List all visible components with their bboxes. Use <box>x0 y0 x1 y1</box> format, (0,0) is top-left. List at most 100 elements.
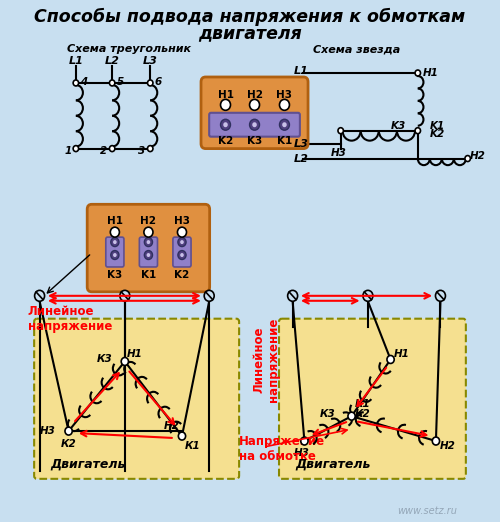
Text: Н2: Н2 <box>164 421 180 431</box>
Text: L1: L1 <box>68 56 84 66</box>
Circle shape <box>65 427 72 435</box>
Text: H1: H1 <box>107 216 123 226</box>
Circle shape <box>178 432 186 440</box>
Circle shape <box>250 99 260 110</box>
Circle shape <box>73 80 78 86</box>
FancyBboxPatch shape <box>279 319 466 479</box>
Circle shape <box>113 240 116 244</box>
Circle shape <box>415 70 420 76</box>
Circle shape <box>250 119 260 130</box>
Text: H3: H3 <box>174 216 190 226</box>
Text: Н1: Н1 <box>126 349 142 359</box>
Circle shape <box>280 99 289 110</box>
Text: H1: H1 <box>218 90 234 100</box>
Circle shape <box>120 290 130 301</box>
Circle shape <box>301 437 308 445</box>
Text: 4: 4 <box>80 77 87 87</box>
Circle shape <box>363 290 373 301</box>
Text: K1: K1 <box>430 121 445 130</box>
Circle shape <box>387 355 394 363</box>
Circle shape <box>110 146 115 151</box>
Text: К1: К1 <box>184 441 200 451</box>
Text: K3: K3 <box>390 121 406 130</box>
Text: Двигатель: Двигатель <box>50 457 126 470</box>
Text: К2: К2 <box>60 439 76 449</box>
Text: H1: H1 <box>394 350 410 360</box>
Text: K2: K2 <box>218 136 233 146</box>
Circle shape <box>288 290 298 301</box>
Circle shape <box>252 122 257 127</box>
Text: H2: H2 <box>140 216 156 226</box>
Circle shape <box>180 253 184 257</box>
Text: 5: 5 <box>116 77 124 87</box>
Circle shape <box>415 128 420 134</box>
Text: L3: L3 <box>294 139 308 149</box>
Circle shape <box>111 238 119 246</box>
Text: двигателя: двигателя <box>198 24 302 42</box>
Circle shape <box>432 437 440 445</box>
Circle shape <box>113 253 116 257</box>
Circle shape <box>204 290 214 301</box>
FancyBboxPatch shape <box>173 237 191 267</box>
Circle shape <box>111 251 119 259</box>
Circle shape <box>144 227 153 237</box>
Text: H1: H1 <box>422 68 438 78</box>
Circle shape <box>148 80 153 86</box>
Text: 3: 3 <box>138 146 145 156</box>
FancyBboxPatch shape <box>140 237 158 267</box>
Circle shape <box>338 128 344 134</box>
Text: www.setz.ru: www.setz.ru <box>397 506 457 516</box>
Circle shape <box>34 290 44 301</box>
Circle shape <box>220 99 230 110</box>
Text: К3: К3 <box>320 409 336 419</box>
Circle shape <box>178 227 186 237</box>
FancyBboxPatch shape <box>201 77 308 149</box>
Text: Схема звезда: Схема звезда <box>314 44 400 54</box>
Text: 1: 1 <box>64 146 72 156</box>
Circle shape <box>146 253 150 257</box>
Text: H2: H2 <box>246 90 262 100</box>
Circle shape <box>178 251 186 259</box>
FancyBboxPatch shape <box>34 319 239 479</box>
Text: Н2: Н2 <box>440 441 456 451</box>
Text: K2: K2 <box>174 270 190 280</box>
Text: К3: К3 <box>96 354 112 364</box>
FancyBboxPatch shape <box>87 204 210 292</box>
Text: Напряжение
на обмотке: Напряжение на обмотке <box>239 435 325 463</box>
Circle shape <box>148 146 153 151</box>
Circle shape <box>110 80 115 86</box>
Circle shape <box>465 156 470 161</box>
Circle shape <box>348 412 355 420</box>
Text: 2: 2 <box>100 146 107 156</box>
Text: Линейное
напряжение: Линейное напряжение <box>252 317 280 401</box>
Circle shape <box>146 240 150 244</box>
Text: H3: H3 <box>276 90 292 100</box>
Text: K1: K1 <box>277 136 292 146</box>
Text: Схема треугольник: Схема треугольник <box>67 44 191 54</box>
Text: К1: К1 <box>355 399 371 409</box>
Circle shape <box>280 119 289 130</box>
Text: H2: H2 <box>470 150 486 161</box>
Text: Н3: Н3 <box>40 426 56 436</box>
Text: K3: K3 <box>107 270 122 280</box>
FancyBboxPatch shape <box>106 237 124 267</box>
Text: L3: L3 <box>143 56 158 66</box>
Text: Двигатель: Двигатель <box>296 457 370 470</box>
Text: L2: L2 <box>294 153 308 163</box>
Text: K3: K3 <box>247 136 262 146</box>
Text: L2: L2 <box>104 56 120 66</box>
Text: K2: K2 <box>430 129 445 139</box>
Text: Способы подвода напряжения к обмоткам: Способы подвода напряжения к обмоткам <box>34 8 466 27</box>
Text: L1: L1 <box>294 66 308 76</box>
Circle shape <box>144 238 152 246</box>
Circle shape <box>110 227 120 237</box>
Circle shape <box>282 122 286 127</box>
Text: H3: H3 <box>331 148 347 158</box>
Circle shape <box>121 358 128 365</box>
Circle shape <box>223 122 228 127</box>
FancyBboxPatch shape <box>209 113 300 137</box>
Text: К2: К2 <box>355 409 371 419</box>
Circle shape <box>220 119 230 130</box>
Circle shape <box>180 240 184 244</box>
Text: Н3: Н3 <box>294 448 310 458</box>
